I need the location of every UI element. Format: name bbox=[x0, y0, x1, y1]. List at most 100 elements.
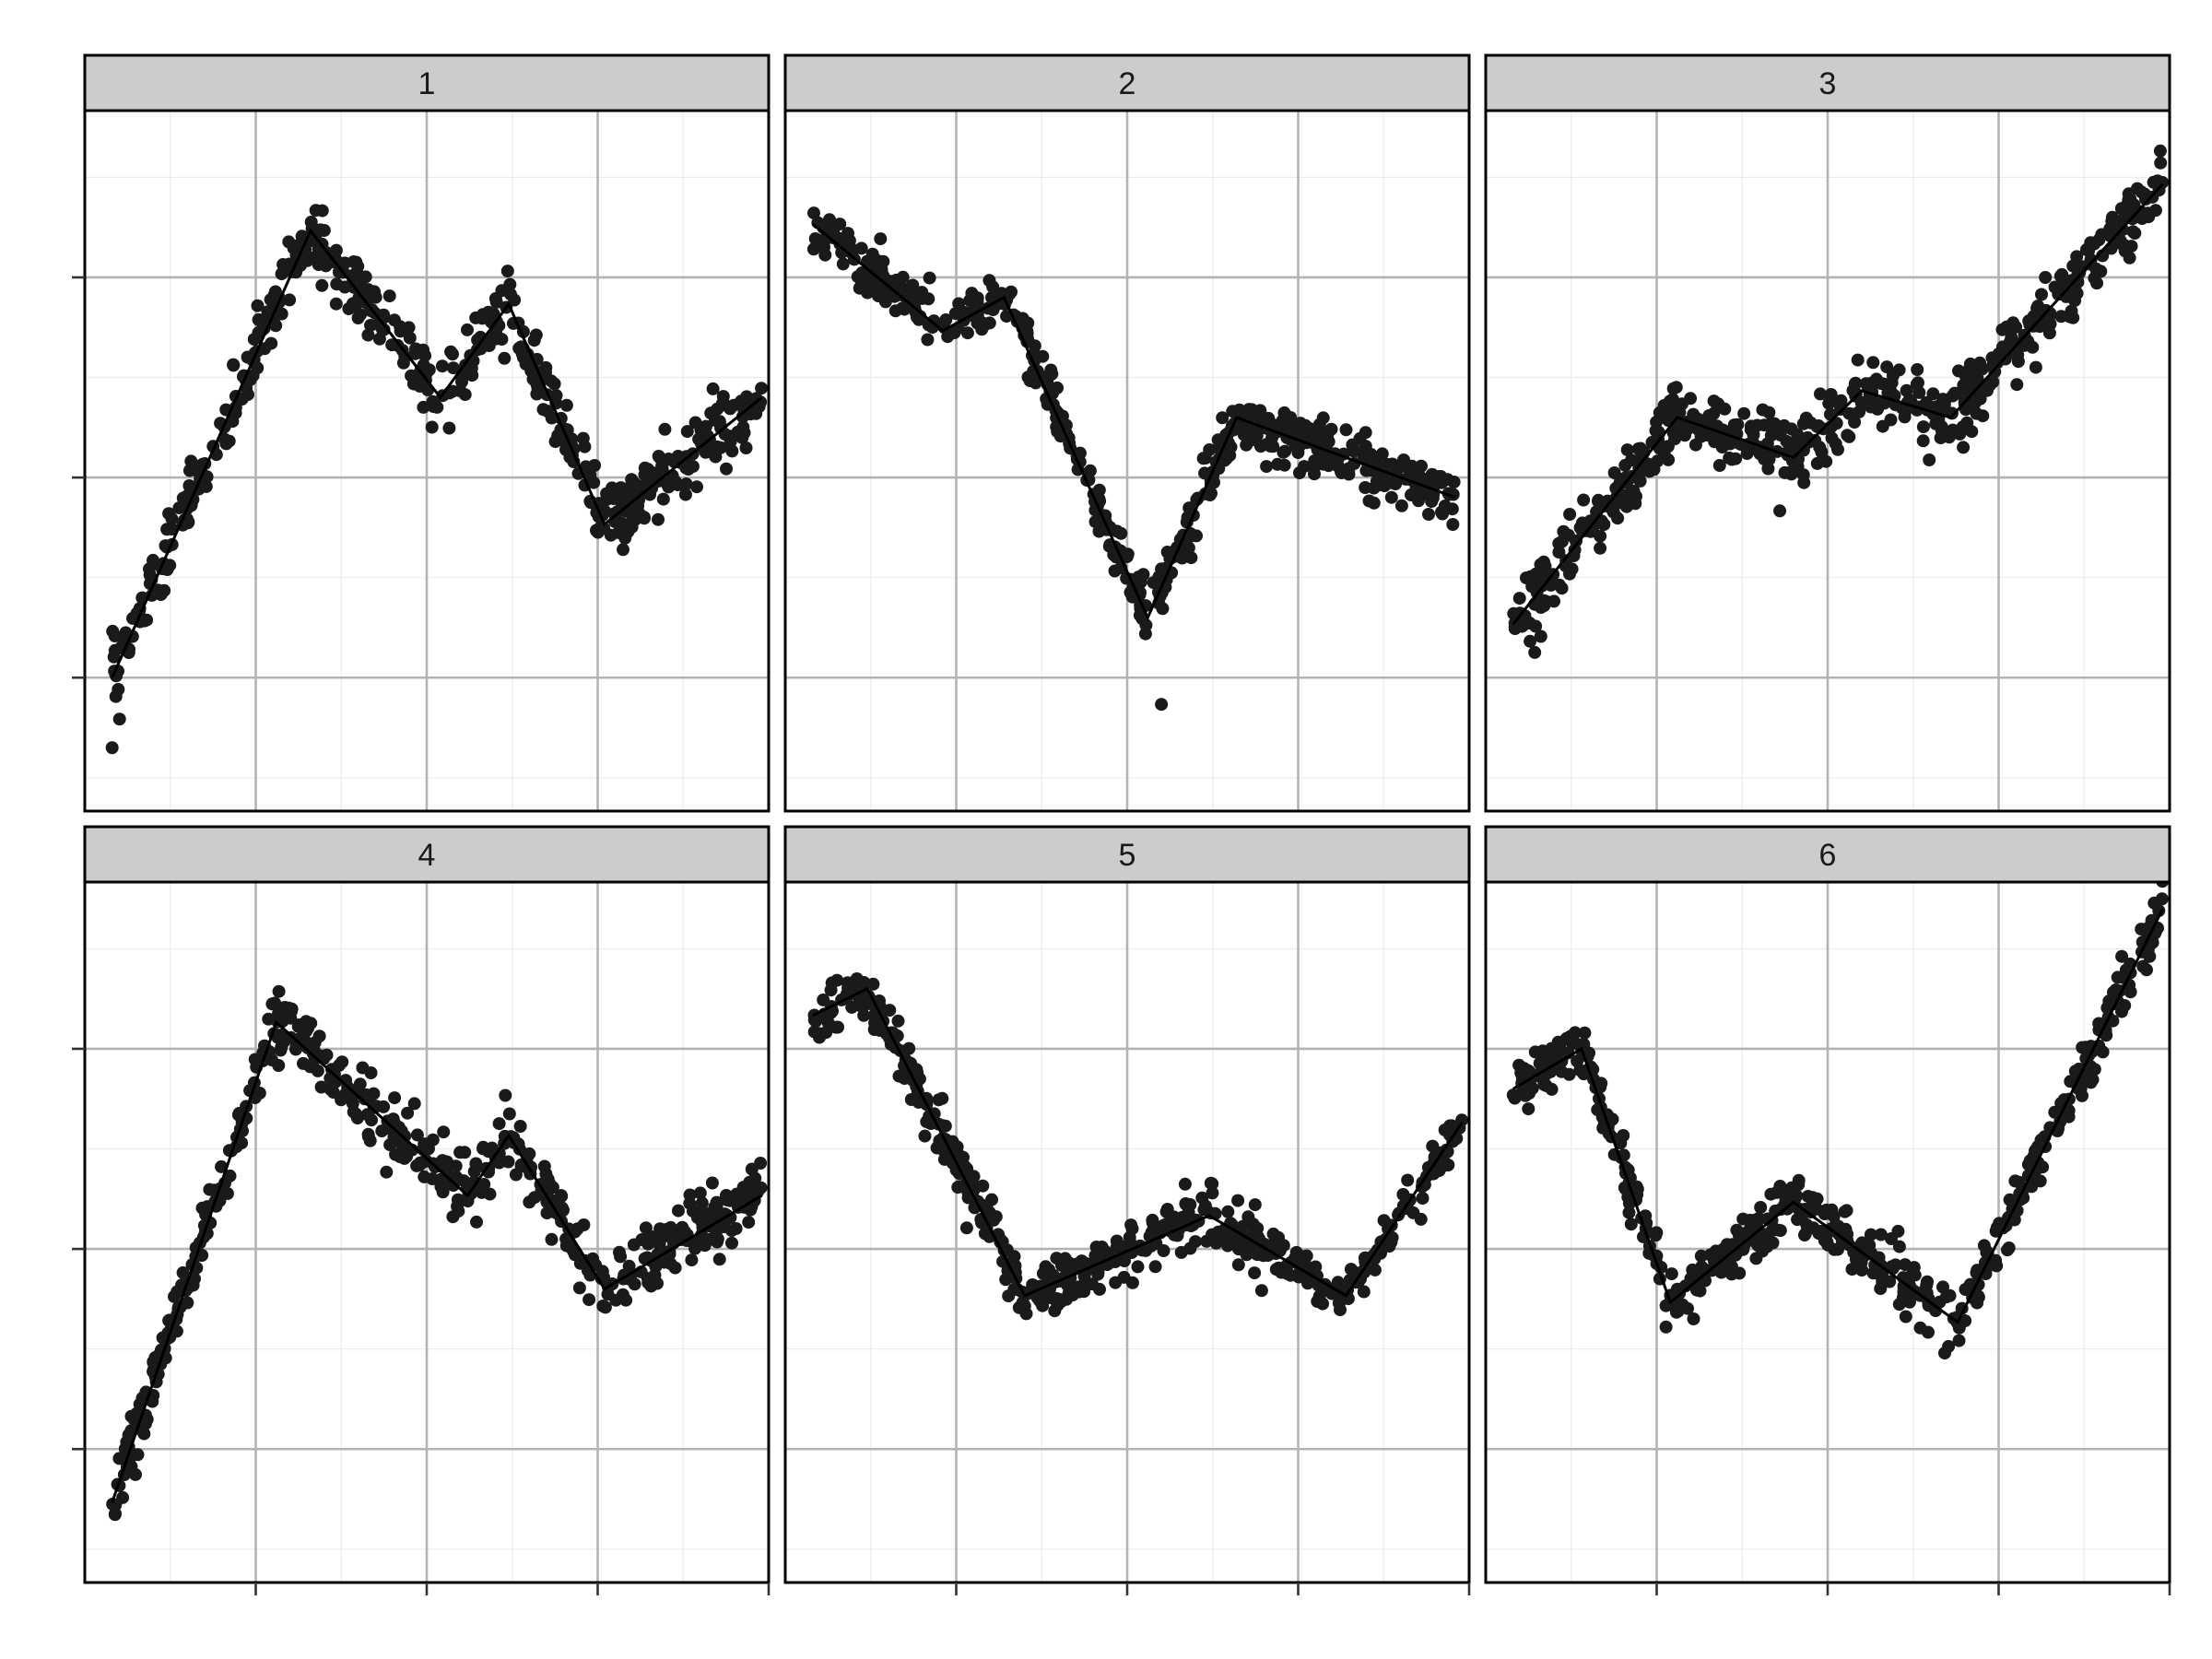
data-point bbox=[1537, 599, 1551, 613]
data-point bbox=[112, 683, 125, 696]
data-point bbox=[1851, 353, 1865, 367]
data-point bbox=[1678, 1279, 1692, 1293]
data-point bbox=[576, 431, 590, 445]
data-point bbox=[1231, 1194, 1245, 1207]
data-point bbox=[2018, 338, 2031, 352]
data-point bbox=[1942, 1339, 1956, 1353]
data-point bbox=[1231, 1258, 1245, 1272]
data-point bbox=[554, 1189, 568, 1203]
data-point bbox=[755, 382, 769, 395]
data-point bbox=[685, 1253, 699, 1267]
data-point bbox=[1405, 488, 1418, 501]
data-point bbox=[2002, 1241, 2016, 1254]
data-point bbox=[710, 1195, 724, 1209]
data-point bbox=[1334, 1303, 1347, 1317]
data-point bbox=[1368, 1263, 1382, 1277]
data-point bbox=[2102, 994, 2116, 1008]
data-point bbox=[1184, 551, 1198, 565]
data-point bbox=[1236, 1219, 1250, 1233]
data-point bbox=[1406, 1206, 1420, 1219]
facet-strip bbox=[83, 825, 771, 884]
data-point bbox=[851, 270, 865, 284]
data-point bbox=[401, 1106, 415, 1120]
data-point bbox=[1618, 458, 1632, 472]
data-point bbox=[417, 400, 430, 414]
data-point bbox=[818, 241, 830, 254]
data-point bbox=[1740, 447, 1754, 461]
data-point bbox=[476, 312, 489, 325]
data-point bbox=[698, 1239, 712, 1253]
data-point bbox=[2025, 1180, 2039, 1194]
data-point bbox=[446, 361, 460, 375]
data-point bbox=[1866, 356, 1880, 370]
data-point bbox=[1523, 1087, 1536, 1100]
data-point bbox=[1436, 507, 1449, 521]
data-point bbox=[1963, 360, 1977, 374]
data-point bbox=[1782, 466, 1795, 479]
data-point bbox=[1139, 618, 1153, 632]
data-point bbox=[2076, 1088, 2088, 1102]
facet-panel-5: 5 bbox=[783, 825, 1471, 1595]
data-point bbox=[1737, 1238, 1751, 1252]
data-point bbox=[402, 321, 416, 335]
data-point bbox=[1260, 460, 1274, 474]
facet-panel-2: 2 bbox=[783, 53, 1471, 813]
data-point bbox=[359, 289, 372, 303]
data-point bbox=[1415, 471, 1429, 485]
data-point bbox=[1622, 1196, 1636, 1210]
data-point bbox=[1749, 1252, 1763, 1265]
data-point bbox=[168, 1289, 181, 1303]
data-point bbox=[1528, 645, 1542, 659]
data-point bbox=[906, 278, 920, 292]
data-point bbox=[1195, 1191, 1209, 1205]
data-point bbox=[1831, 442, 1844, 456]
data-point bbox=[1524, 634, 1537, 648]
data-point bbox=[1960, 416, 1974, 429]
data-point bbox=[1394, 499, 1408, 512]
data-point bbox=[492, 1117, 506, 1131]
data-point bbox=[329, 297, 343, 311]
data-point bbox=[1146, 1213, 1159, 1227]
data-point bbox=[1821, 1238, 1835, 1252]
data-point bbox=[1018, 1299, 1031, 1312]
data-point bbox=[283, 293, 297, 307]
data-point bbox=[836, 257, 850, 271]
data-point bbox=[446, 347, 459, 361]
data-point bbox=[1232, 403, 1246, 417]
data-point bbox=[1946, 389, 1959, 403]
data-point bbox=[1838, 1205, 1852, 1218]
data-point bbox=[452, 1205, 465, 1218]
data-point bbox=[2048, 1105, 2062, 1119]
data-point bbox=[716, 396, 729, 410]
data-point bbox=[1125, 1222, 1139, 1236]
data-point bbox=[1182, 1206, 1195, 1219]
facet-panel-6: 6 bbox=[1484, 825, 2171, 1595]
data-point bbox=[1189, 1235, 1202, 1249]
data-point bbox=[2062, 1110, 2076, 1124]
data-point bbox=[1221, 1205, 1235, 1218]
data-point bbox=[2007, 336, 2021, 350]
data-point bbox=[1269, 1263, 1283, 1277]
data-point bbox=[530, 387, 544, 401]
data-point bbox=[1293, 417, 1307, 430]
data-point bbox=[1359, 481, 1372, 494]
data-point bbox=[349, 1107, 363, 1121]
outlier-point bbox=[105, 741, 119, 755]
data-point bbox=[285, 1005, 298, 1018]
data-point bbox=[409, 343, 423, 356]
data-point bbox=[2010, 378, 2024, 392]
data-point bbox=[619, 1293, 633, 1307]
data-point bbox=[857, 976, 871, 989]
data-point bbox=[633, 479, 647, 493]
data-point bbox=[499, 1088, 512, 1102]
data-point bbox=[365, 1113, 378, 1127]
data-point bbox=[1298, 460, 1311, 474]
data-point bbox=[1834, 394, 1848, 407]
data-point bbox=[347, 300, 360, 313]
data-point bbox=[1773, 428, 1787, 441]
data-point bbox=[639, 1221, 653, 1235]
data-point bbox=[2073, 265, 2087, 279]
data-point bbox=[999, 1273, 1013, 1287]
facet-strip-label: 2 bbox=[1119, 66, 1136, 101]
data-point bbox=[1351, 1266, 1365, 1280]
